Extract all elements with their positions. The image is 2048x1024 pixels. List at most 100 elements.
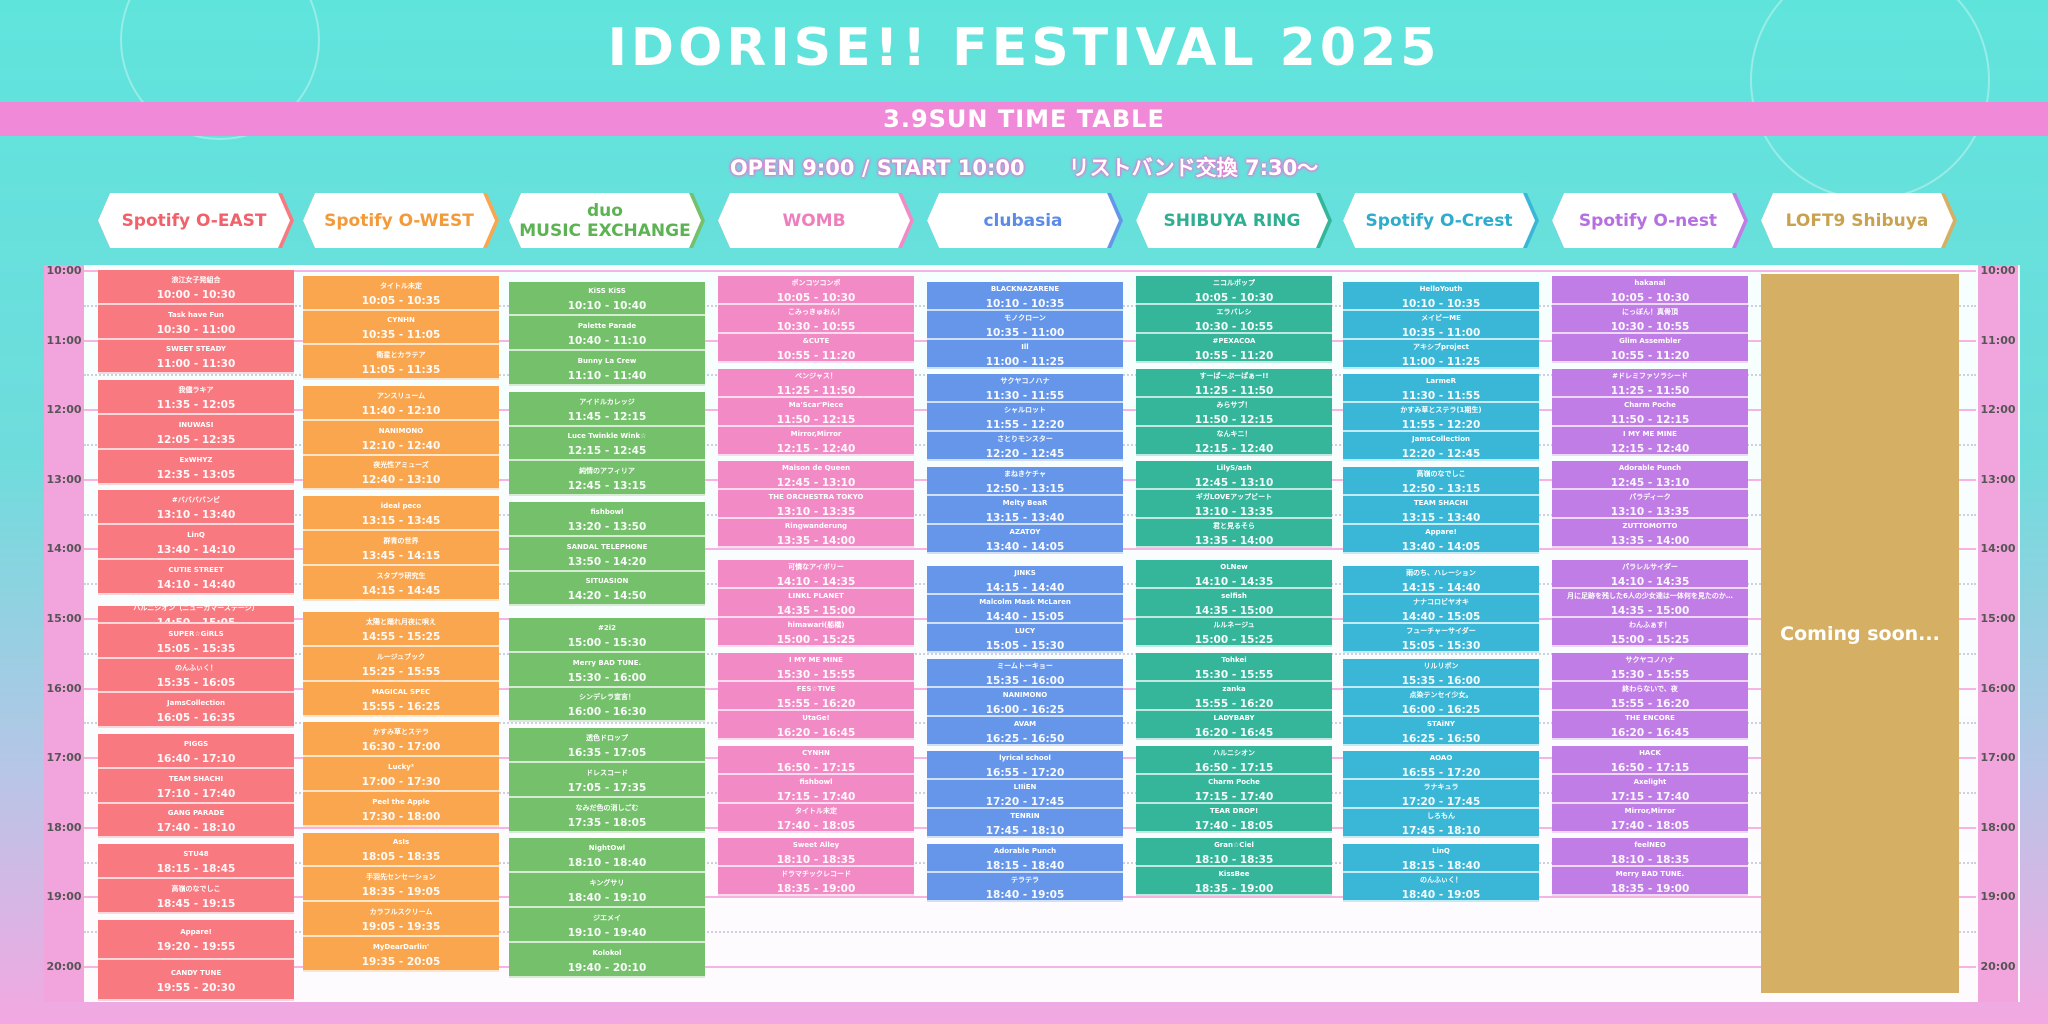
act-block[interactable]: &CUTE 10:55 - 11:20	[718, 333, 914, 363]
act-block[interactable]: 衛星とカラテア 11:05 - 11:35	[303, 345, 499, 381]
act-block[interactable]: 月に足跡を残した6人の少女達は一体何を見たのか… 14:35 - 15:00	[1552, 589, 1748, 618]
act-block[interactable]: 点染テンセイ少女。 16:00 - 16:25	[1343, 687, 1539, 717]
act-block[interactable]: ExWHYZ 12:35 - 13:05	[98, 449, 294, 485]
stage-header[interactable]: SHIBUYA RING	[1136, 193, 1332, 248]
act-block[interactable]: エラバレシ 10:30 - 10:55	[1136, 304, 1332, 334]
act-block[interactable]: ドレスコード 17:05 - 17:35	[509, 763, 705, 798]
act-block[interactable]: TEAR DROP! 17:40 - 18:05	[1136, 803, 1332, 833]
act-block[interactable]: ルージュブック 15:25 - 15:55	[303, 647, 499, 682]
act-block[interactable]: Malcolm Mask McLaren 14:40 - 15:05	[927, 594, 1123, 624]
act-block[interactable]: INUWASI 12:05 - 12:35	[98, 415, 294, 450]
act-block[interactable]: すーぱーぷーぱぁー!! 11:25 - 11:50	[1136, 368, 1332, 398]
act-block[interactable]: Mirror,Mirror 17:40 - 18:05	[1552, 803, 1748, 833]
act-block[interactable]: feelNEO 18:10 - 18:35	[1552, 838, 1748, 868]
act-block[interactable]: fishbowl 17:15 - 17:40	[718, 774, 914, 804]
act-block[interactable]: AsIs 18:05 - 18:35	[303, 832, 499, 868]
act-block[interactable]: TEAM SHACHI 13:15 - 13:40	[1343, 496, 1539, 526]
stage-header[interactable]: Spotify O-Crest	[1343, 193, 1539, 248]
act-block[interactable]: なみだ色の消しごむ 17:35 - 18:05	[509, 797, 705, 833]
act-block[interactable]: 手羽先センセーション 18:35 - 19:05	[303, 867, 499, 903]
act-block[interactable]: Ringwanderung 13:35 - 14:00	[718, 519, 914, 549]
act-block[interactable]: のんふぃく！ 15:35 - 16:05	[98, 658, 294, 694]
act-block[interactable]: ナナコロビヤオキ 14:40 - 15:05	[1343, 594, 1539, 624]
act-block[interactable]: SANDAL TELEPHONE 13:50 - 14:20	[509, 536, 705, 572]
act-block[interactable]: Adorable Punch 18:15 - 18:40	[927, 844, 1123, 874]
act-block[interactable]: JamsCollection 16:05 - 16:35	[98, 693, 294, 729]
act-block[interactable]: SITUASION 14:20 - 14:50	[509, 571, 705, 607]
act-block[interactable]: Sweet Alley 18:10 - 18:35	[718, 838, 914, 868]
act-block[interactable]: JINKS 14:15 - 14:40	[927, 565, 1123, 595]
act-block[interactable]: NANIMONO 12:10 - 12:40	[303, 420, 499, 456]
act-block[interactable]: #ドレミファソラシード 11:25 - 11:50	[1552, 368, 1748, 398]
act-block[interactable]: キングサリ 18:40 - 19:10	[509, 873, 705, 908]
act-block[interactable]: ギガLOVEアップビート 13:10 - 13:35	[1136, 490, 1332, 520]
act-block[interactable]: KiSS KiSS 10:10 - 10:40	[509, 281, 705, 317]
act-block[interactable]: Mirror,Mirror 12:15 - 12:40	[718, 426, 914, 456]
act-block[interactable]: himawari(船橋) 15:00 - 15:25	[718, 618, 914, 647]
act-block[interactable]: Tohkei 15:30 - 15:55	[1136, 652, 1332, 682]
act-block[interactable]: TEAM SHACHI 17:10 - 17:40	[98, 768, 294, 804]
act-block[interactable]: CYNHN 16:50 - 17:15	[718, 745, 914, 775]
act-block[interactable]: Ma'Scar'Piece 11:50 - 12:15	[718, 397, 914, 427]
act-block[interactable]: HACK 16:50 - 17:15	[1552, 745, 1748, 775]
act-block[interactable]: SUPER☆GiRLS 15:05 - 15:35	[98, 623, 294, 659]
act-block[interactable]: タイトル未定 17:40 - 18:05	[718, 803, 914, 833]
stage-header[interactable]: LOFT9 Shibuya	[1761, 193, 1957, 248]
act-block[interactable]: CUTIE STREET 14:10 - 14:40	[98, 560, 294, 595]
act-block[interactable]: LIIiEN 17:20 - 17:45	[927, 780, 1123, 810]
act-block[interactable]: ベンジャス！ 11:25 - 11:50	[718, 368, 914, 398]
act-block[interactable]: STAiNY 16:25 - 16:50	[1343, 716, 1539, 746]
act-block[interactable]: zanka 15:55 - 16:20	[1136, 681, 1332, 711]
act-block[interactable]: 君と見るそら 13:35 - 14:00	[1136, 519, 1332, 549]
act-block[interactable]: AOAO 16:55 - 17:20	[1343, 751, 1539, 781]
act-block[interactable]: メイビーME 10:35 - 11:00	[1343, 310, 1539, 340]
act-block[interactable]: フューチャーサイダー 15:05 - 15:30	[1343, 623, 1539, 653]
act-block[interactable]: OLNew 14:10 - 14:35	[1136, 560, 1332, 589]
act-block[interactable]: Bunny La Crew 11:10 - 11:40	[509, 351, 705, 386]
act-block[interactable]: ラナキュラ 17:20 - 17:45	[1343, 780, 1539, 810]
act-block[interactable]: STU48 18:15 - 18:45	[98, 844, 294, 879]
act-block[interactable]: シャルロット 11:55 - 12:20	[927, 403, 1123, 433]
act-block[interactable]: かすみ草とステラ(1期生) 11:55 - 12:20	[1343, 403, 1539, 433]
act-block[interactable]: LilyS/ash 12:45 - 13:10	[1136, 461, 1332, 491]
act-block[interactable]: THE ENCORE 16:20 - 16:45	[1552, 710, 1748, 740]
act-block[interactable]: パラディーク 13:10 - 13:35	[1552, 490, 1748, 520]
act-block[interactable]: ジエメイ 19:10 - 19:40	[509, 908, 705, 943]
act-block[interactable]: Charm Poche 11:50 - 12:15	[1552, 397, 1748, 427]
act-block[interactable]: 透色ドロップ 16:35 - 17:05	[509, 728, 705, 763]
act-block[interactable]: LarmeR 11:30 - 11:55	[1343, 374, 1539, 404]
act-block[interactable]: BLACKNAZARENE 10:10 - 10:35	[927, 281, 1123, 311]
act-block[interactable]: Peel the Apple 17:30 - 18:00	[303, 792, 499, 827]
act-block[interactable]: アイドルカレッジ 11:45 - 12:15	[509, 391, 705, 427]
act-block[interactable]: のんふぃく！ 18:40 - 19:05	[1343, 873, 1539, 903]
act-block[interactable]: Task have Fun 10:30 - 11:00	[98, 304, 294, 340]
stage-header[interactable]: Spotify O-nest	[1552, 193, 1748, 248]
act-block[interactable]: #PEXACOA 10:55 - 11:20	[1136, 333, 1332, 363]
act-block[interactable]: UtaGe! 16:20 - 16:45	[718, 710, 914, 740]
act-block[interactable]: カラフルスクリーム 19:05 - 19:35	[303, 902, 499, 937]
act-block[interactable]: JamsCollection 12:20 - 12:45	[1343, 432, 1539, 462]
act-block[interactable]: モノクローン 10:35 - 11:00	[927, 310, 1123, 340]
act-block[interactable]: fishbowl 13:20 - 13:50	[509, 502, 705, 537]
act-block[interactable]: I MY ME MINE 12:15 - 12:40	[1552, 426, 1748, 456]
act-block[interactable]: Glim Assembler 10:55 - 11:20	[1552, 333, 1748, 363]
act-block[interactable]: 我儘ラキア 11:35 - 12:05	[98, 380, 294, 415]
act-block[interactable]: みらサブ！ 11:50 - 12:15	[1136, 397, 1332, 427]
act-block[interactable]: 雨のち、ハレーション 14:15 - 14:40	[1343, 565, 1539, 595]
act-block[interactable]: ハルニシオン 16:50 - 17:15	[1136, 745, 1332, 775]
act-block[interactable]: まねきケチャ 12:50 - 13:15	[927, 467, 1123, 497]
act-block[interactable]: PIGGS 16:40 - 17:10	[98, 734, 294, 769]
act-block[interactable]: 高嶺のなでしこ 18:45 - 19:15	[98, 879, 294, 914]
act-block[interactable]: Merry BAD TUNE. 18:35 - 19:00	[1552, 867, 1748, 897]
act-block[interactable]: Melty BeaR 13:15 - 13:40	[927, 496, 1123, 526]
act-block[interactable]: LADYBABY 16:20 - 16:45	[1136, 710, 1332, 740]
stage-header[interactable]: Spotify O-EAST	[98, 193, 294, 248]
act-block[interactable]: Ill 11:00 - 11:25	[927, 339, 1123, 369]
act-block[interactable]: テラテラ 18:40 - 19:05	[927, 873, 1123, 903]
act-block[interactable]: AVAM 16:25 - 16:50	[927, 716, 1123, 746]
act-block[interactable]: 高嶺のなでしこ 12:50 - 13:15	[1343, 467, 1539, 497]
act-block[interactable]: GANG PARADE 17:40 - 18:10	[98, 803, 294, 839]
act-block[interactable]: 浪江女子発組合 10:00 - 10:30	[98, 270, 294, 305]
act-block[interactable]: ハルニシオン（ニューカマーステージ） 14:50 - 15:05	[98, 606, 294, 624]
act-block[interactable]: CYNHN 10:35 - 11:05	[303, 310, 499, 346]
